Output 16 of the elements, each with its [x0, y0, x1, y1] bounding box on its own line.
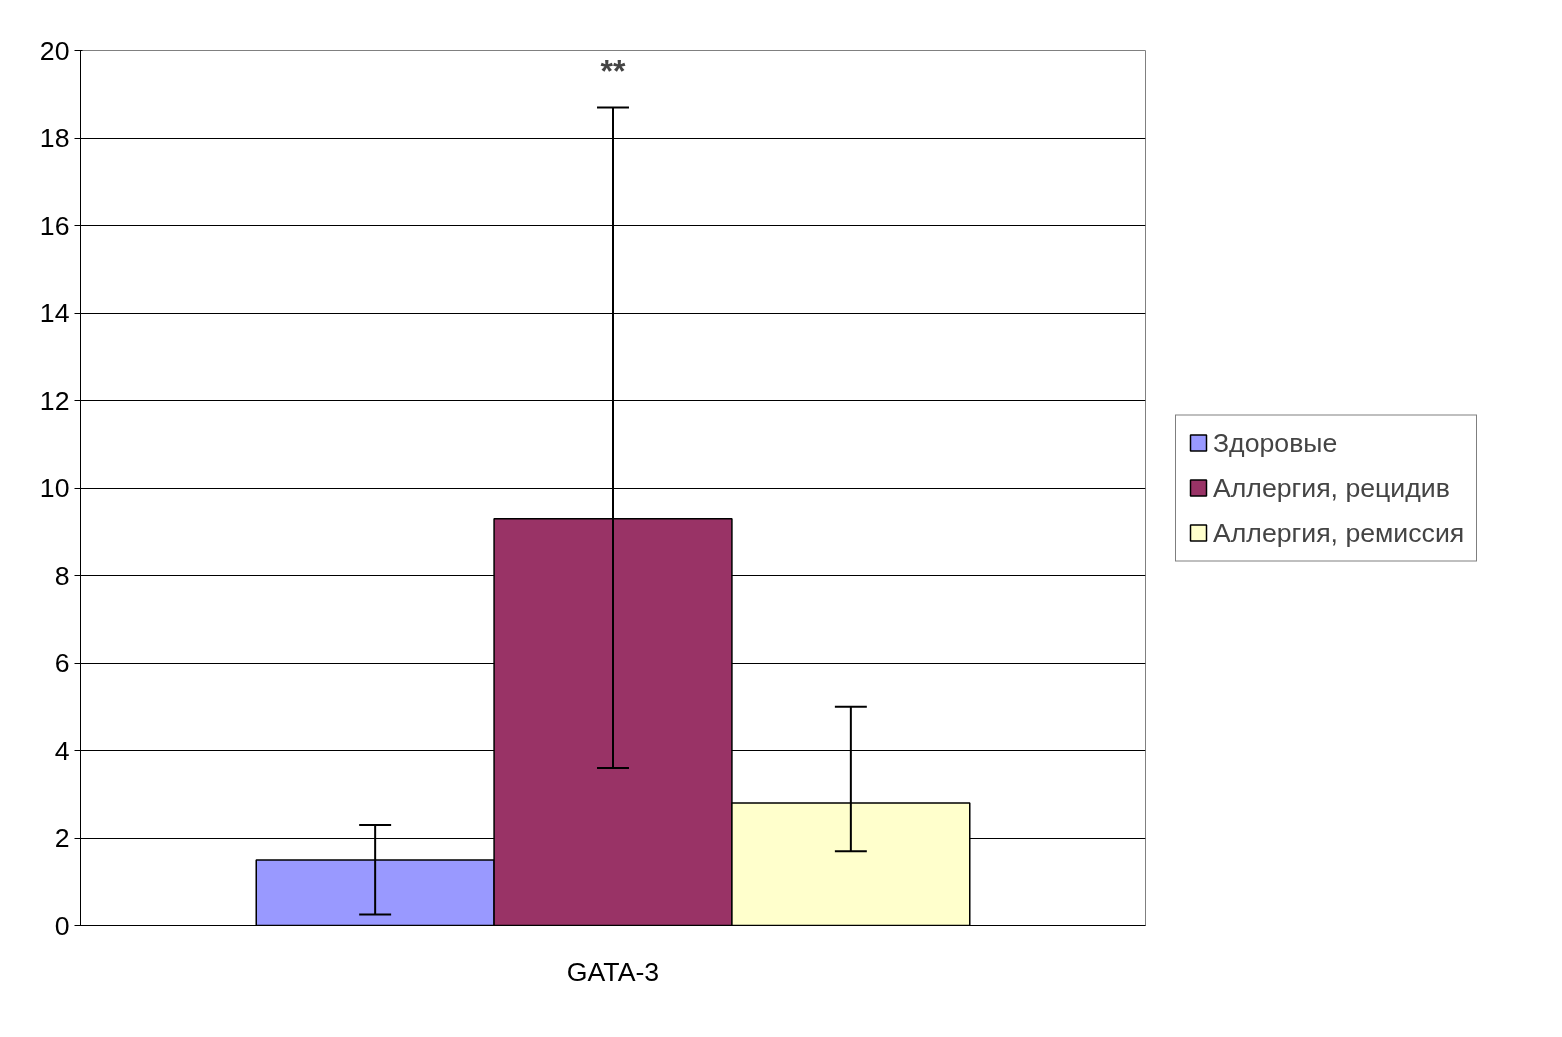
y-tick-label: 16 — [39, 210, 70, 241]
legend-label: Здоровые — [1213, 427, 1338, 458]
y-tick-label: 0 — [54, 910, 70, 941]
y-tick-label: 4 — [54, 735, 70, 766]
annotation: ** — [600, 52, 626, 89]
y-tick-label: 20 — [39, 35, 70, 66]
y-tick-label: 8 — [54, 560, 70, 591]
y-tick-label: 12 — [39, 385, 70, 416]
y-tick-label: 6 — [54, 648, 70, 678]
legend-label: Аллергия, рецидив — [1213, 472, 1450, 503]
y-tick-label: 2 — [54, 823, 70, 853]
y-tick-label: 18 — [39, 123, 70, 153]
x-tick-label: GATA-3 — [566, 956, 660, 987]
legend-label: Аллергия, ремиссия — [1213, 517, 1465, 548]
y-tick-label: 14 — [39, 298, 70, 328]
y-tick-label: 10 — [39, 473, 70, 503]
